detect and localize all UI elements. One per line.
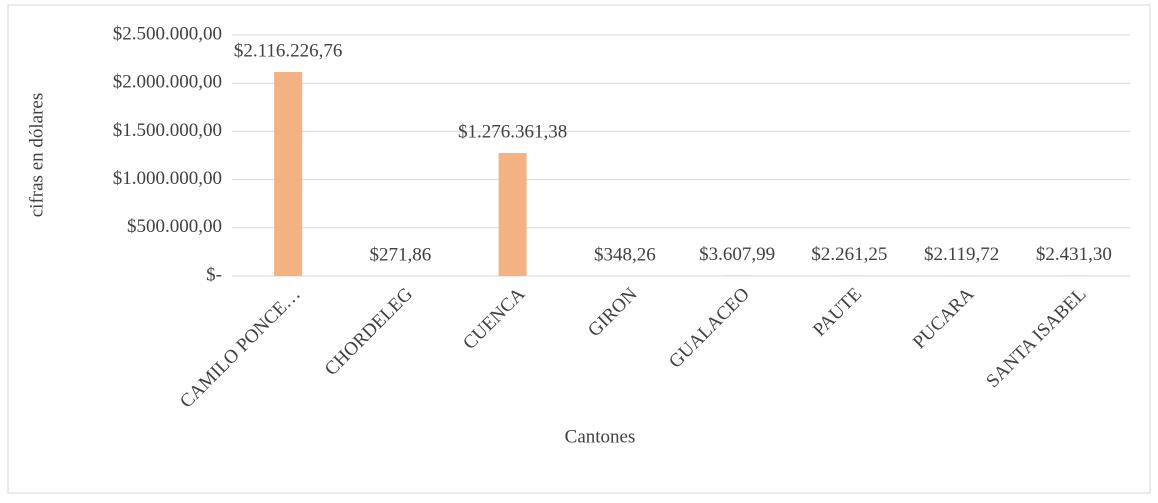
y-axis-title: cifras en dólares (26, 93, 47, 218)
value-label: $2.119,72 (924, 244, 999, 265)
x-axis-title: Cantones (565, 426, 636, 447)
value-label: $3.607,99 (699, 244, 775, 265)
value-label: $2.261,25 (811, 244, 887, 265)
bar (274, 71, 303, 276)
bar (498, 152, 527, 276)
chart-border (7, 4, 1151, 494)
y-tick-label: $- (206, 264, 222, 285)
y-tick-label: $1.500.000,00 (113, 120, 222, 141)
y-tick-label: $2.500.000,00 (113, 23, 222, 44)
y-tick-label: $1.000.000,00 (113, 168, 222, 189)
y-tick-label: $2.000.000,00 (113, 72, 222, 93)
value-label: $2.116.226,76 (234, 40, 343, 61)
y-tick-label: $500.000,00 (127, 216, 222, 237)
value-label: $2.431,30 (1036, 244, 1112, 265)
value-label: $271,86 (370, 244, 432, 265)
value-label: $1.276.361,38 (458, 121, 567, 142)
value-label: $348,26 (594, 244, 656, 265)
